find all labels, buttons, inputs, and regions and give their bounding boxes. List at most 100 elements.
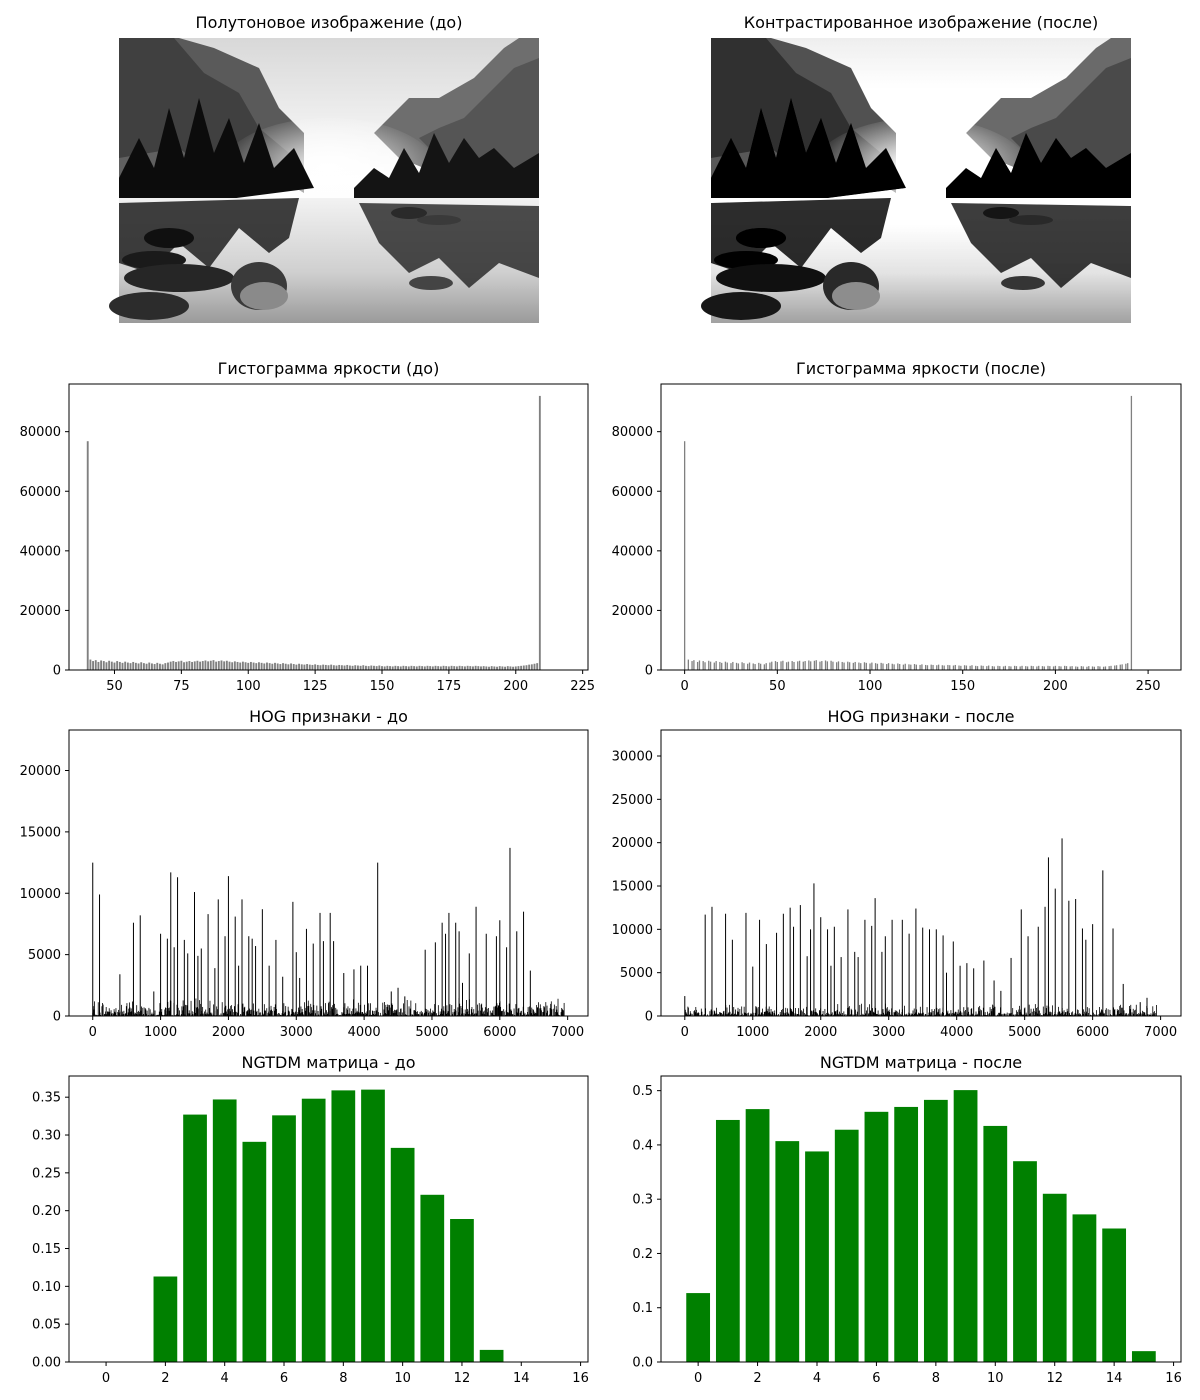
hist-bar — [501, 666, 504, 670]
hist-bar — [461, 666, 464, 670]
y-tick-label: 0.35 — [32, 1091, 61, 1106]
hist-bar — [199, 661, 202, 670]
hist-bar — [693, 660, 695, 670]
x-tick-label: 50 — [769, 679, 786, 694]
hist-bar — [402, 665, 405, 670]
y-tick-label: 20000 — [612, 836, 653, 851]
hist-bar — [121, 662, 124, 670]
x-tick-label: 7000 — [1144, 1025, 1177, 1040]
x-tick-label: 225 — [570, 679, 595, 694]
x-tick-label: 10 — [987, 1371, 1004, 1386]
hist-bar — [241, 661, 244, 670]
ngtdm-bar — [834, 1129, 859, 1362]
hist-bar — [89, 659, 92, 670]
y-tick-label: 30000 — [612, 750, 653, 765]
hist-bar — [863, 662, 866, 670]
x-tick-label: 4000 — [348, 1025, 381, 1040]
hist-bar — [258, 662, 260, 670]
hist-bar — [116, 661, 119, 670]
hist-bar — [741, 662, 743, 670]
hist-bar — [105, 662, 108, 670]
hist-bar — [464, 666, 466, 670]
hist-bar — [1114, 665, 1116, 670]
hist-bar — [949, 665, 951, 670]
y-tick-label: 60000 — [20, 485, 61, 500]
hist-bar — [177, 661, 180, 670]
y-tick-label: 0.2 — [632, 1247, 653, 1262]
hist-bar — [1091, 666, 1094, 670]
hist-bar — [538, 395, 541, 670]
hist-bar — [287, 664, 290, 670]
hist-bar — [209, 660, 212, 670]
hist-bar — [485, 666, 488, 670]
hist-bar — [1102, 666, 1105, 670]
hist-bar — [860, 663, 862, 670]
hist-bar — [469, 666, 472, 670]
hist-bar — [175, 661, 177, 670]
hist-bar — [1065, 666, 1068, 670]
hist-bar — [743, 663, 745, 670]
hist-bar — [971, 665, 973, 670]
hist-bar — [506, 666, 509, 670]
x-tick-label: 10 — [394, 1371, 411, 1386]
x-tick-label: 200 — [503, 679, 528, 694]
y-tick-label: 0.10 — [32, 1280, 61, 1295]
hist-bar — [332, 665, 335, 670]
panel-5: HOG признаки - после 0 1000 2000 3000 4000 500… — [612, 707, 1182, 1040]
hist-bar — [754, 664, 756, 670]
hist-bar — [947, 664, 949, 670]
ngtdm-bar — [479, 1349, 504, 1362]
hist-bar — [223, 661, 226, 670]
hist-bar — [225, 660, 228, 670]
hist-bar — [902, 664, 905, 670]
y-tick-label: 0.0 — [632, 1356, 653, 1371]
x-tick-label: 2 — [161, 1371, 169, 1386]
hist-bar — [1043, 666, 1045, 670]
hist-bar — [268, 663, 271, 670]
y-tick-label: 0.5 — [632, 1084, 653, 1099]
hist-bar — [191, 661, 193, 670]
hist-bar — [1099, 666, 1101, 670]
x-tick-label: 150 — [950, 679, 975, 694]
x-tick-label: 12 — [454, 1371, 471, 1386]
hist-bar — [180, 660, 183, 670]
hist-bar — [1125, 663, 1127, 670]
hist-bar — [322, 664, 325, 670]
hist-bar — [893, 664, 895, 670]
axes-frame — [68, 729, 589, 1017]
hist-bar — [391, 666, 394, 670]
y-tick-label: 80000 — [20, 425, 61, 440]
hist-bar — [991, 666, 994, 670]
axes-frame — [68, 1075, 589, 1363]
hist-bar — [793, 661, 795, 670]
hist-bar — [327, 665, 330, 670]
y-tick-label: 0 — [53, 664, 61, 679]
hist-bar — [904, 663, 906, 670]
hist-bar — [687, 659, 689, 670]
hist-bar — [836, 662, 838, 670]
hist-bar — [808, 660, 810, 670]
hist-bar — [1052, 666, 1055, 670]
x-tick-label: 0 — [102, 1371, 110, 1386]
y-tick-label: 10000 — [612, 923, 653, 938]
hist-bar — [1049, 666, 1051, 670]
hist-bar — [937, 664, 940, 670]
ngtdm-bar — [1131, 1351, 1156, 1362]
hist-bar — [876, 663, 879, 670]
hist-bar — [721, 662, 723, 670]
hist-bar — [832, 661, 834, 670]
hist-bar — [1060, 666, 1062, 670]
grayscale-photo — [109, 38, 539, 323]
hist-bar — [536, 663, 539, 670]
hist-bar — [1038, 665, 1040, 670]
y-tick-label: 40000 — [612, 544, 653, 559]
panel-4: HOG признаки - до 0 1000 2000 3000 4000 5000 60… — [20, 707, 589, 1040]
hist-bar — [915, 664, 918, 670]
x-tick-label: 0 — [694, 1371, 702, 1386]
y-tick-label: 5000 — [28, 948, 61, 963]
hist-bar — [292, 664, 295, 670]
y-tick-label: 0.1 — [632, 1301, 653, 1316]
hist-bar — [1082, 666, 1084, 670]
hist-bar — [771, 661, 773, 670]
